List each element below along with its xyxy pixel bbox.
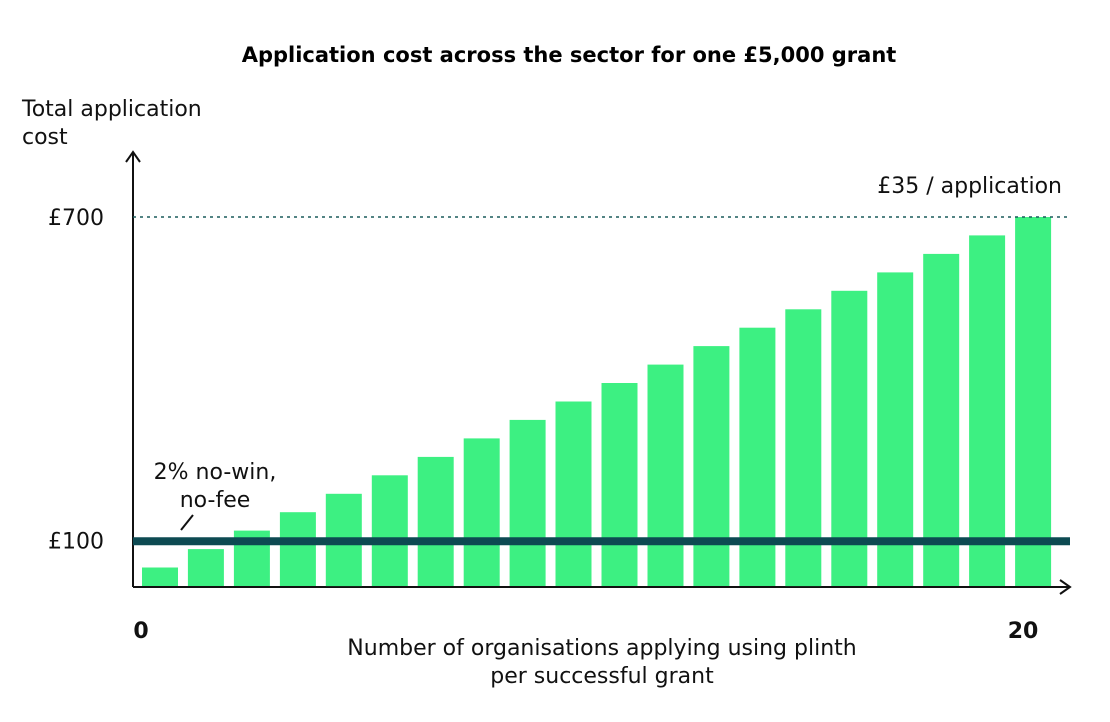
y-axis-label-line1: Total application [21,97,202,122]
axes [125,150,1072,595]
bar-11 [601,383,638,586]
y-axis-label-line2: cost [22,125,68,150]
reference-label-35-per-application: £35 / application [877,174,1062,199]
bar-9 [509,419,546,586]
reference-label-no-win-line1: 2% no-win, [154,460,277,485]
bar-4 [279,512,316,586]
x-tick-label-start: 0 [133,619,148,644]
bar-6 [371,475,408,586]
bar-17 [877,272,914,586]
bar-8 [463,438,500,586]
reference-label-pointer [180,514,194,531]
y-tick-label-100: £100 [48,529,104,554]
x-axis-label-line2: per successful grant [490,664,714,689]
bar-10 [555,401,592,586]
bars [142,217,1052,587]
bar-12 [647,364,684,586]
x-axis-label-line1: Number of organisations applying using p… [347,636,856,661]
bar-1 [142,567,178,586]
bar-18 [923,253,960,586]
x-tick-label-end: 20 [1008,619,1039,644]
bar-2 [187,549,224,586]
bar-13 [693,346,730,586]
bar-14 [739,327,776,586]
bar-16 [831,290,868,586]
bar-20 [1015,217,1052,586]
chart-title: Application cost across the sector for o… [242,43,897,67]
bar-19 [969,235,1006,586]
y-tick-label-700: £700 [48,206,104,231]
reference-label-no-win-line2: no-fee [180,488,251,513]
y-axis-arrow [125,150,141,163]
x-axis-arrow [1059,579,1072,595]
bar-7 [417,456,454,586]
